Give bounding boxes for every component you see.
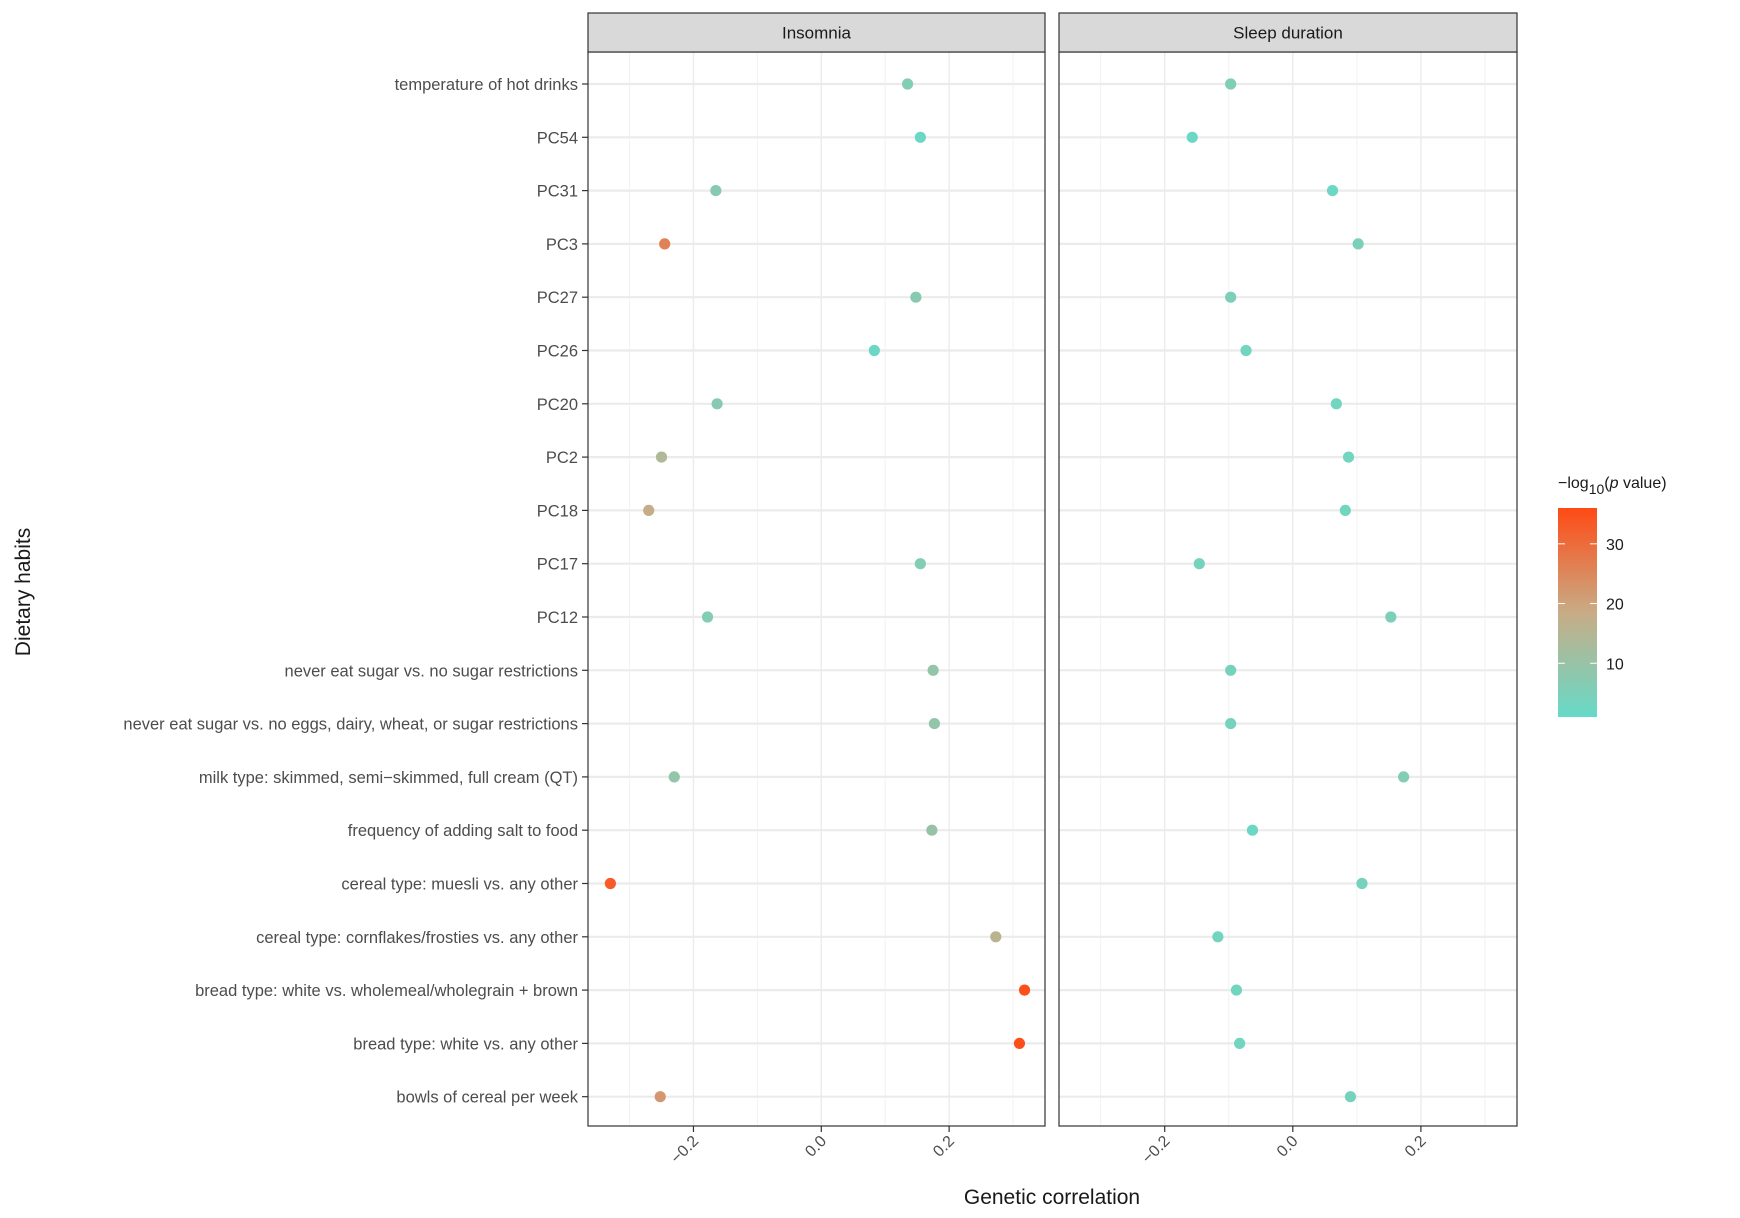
point-insomnia-pc2 [655,451,668,463]
x-axis-title: Genetic correlation [964,1186,1140,1209]
point-insomnia-pc20 [711,398,723,410]
point-sleep-duration-cereal-type-cornflakes-frosties-vs-any-other [1212,931,1224,943]
point-insomnia-bread-type-white-vs-any-other [1013,1037,1026,1049]
legend-tick-label: 10 [1606,656,1624,673]
panel-insomnia: Insomnia −0.2 0.0 0.2 [587,12,1046,1167]
legend-tick-label: 20 [1606,597,1624,614]
category-label-pc18: PC18 [537,502,578,520]
legend-title-rest: value) [1619,475,1667,492]
point-sleep-duration-pc12 [1385,611,1397,623]
point-sleep-duration-pc27 [1225,291,1237,303]
category-label-temperature-of-hot-drinks: temperature of hot drinks [395,76,578,94]
panels: Insomnia −0.2 0.0 0.2 Sleep duration −0.2 0.0 0… [587,12,1518,1167]
point-insomnia-temperature-of-hot-drinks [901,78,914,90]
legend-tick-label: 30 [1606,537,1624,554]
category-label-milk-type-skimmed-semi-skimmed-full-cream-qt: milk type: skimmed, semi−skimmed, full c… [199,769,578,787]
legend-title-subscript: 10 [1589,481,1605,497]
point-sleep-duration-never-eat-sugar-vs-no-eggs-dairy-wheat-or-sugar-restrictions [1225,718,1237,730]
legend-title-prefix: −log [1558,475,1589,492]
point-sleep-duration-pc2 [1342,451,1355,463]
category-label-pc31: PC31 [537,183,578,201]
category-label-cereal-type-muesli-vs-any-other: cereal type: muesli vs. any other [341,876,578,894]
point-insomnia-cereal-type-cornflakes-frosties-vs-any-other [990,931,1002,943]
category-label-pc26: PC26 [537,343,578,361]
panel-background [1059,52,1517,1126]
strip-label: Sleep duration [1233,24,1343,43]
category-label-bread-type-white-vs-wholemeal-wholegrain-brown: bread type: white vs. wholemeal/wholegra… [195,982,578,1000]
point-insomnia-cereal-type-muesli-vs-any-other [604,877,616,890]
category-label-cereal-type-cornflakes-frosties-vs-any-other: cereal type: cornflakes/frosties vs. any… [256,929,578,947]
point-sleep-duration-pc17 [1193,558,1205,570]
point-sleep-duration-pc54 [1186,131,1198,143]
category-label-pc3: PC3 [546,236,578,254]
point-sleep-duration-pc3 [1352,238,1364,250]
point-insomnia-pc27 [910,291,922,303]
point-sleep-duration-pc20 [1330,398,1342,410]
strip-background [1058,12,1518,53]
category-label-never-eat-sugar-vs-no-sugar-restrictions: never eat sugar vs. no sugar restriction… [285,662,578,680]
point-insomnia-pc12 [701,611,714,623]
point-insomnia-pc18 [643,504,655,516]
legend-title-open: ( [1604,475,1610,492]
point-insomnia-never-eat-sugar-vs-no-sugar-restrictions [927,664,939,676]
x-tick-label: 0.0 [802,1133,830,1161]
legend-ticks: 10 20 30 [1558,537,1624,673]
point-sleep-duration-bowls-of-cereal-per-week [1344,1091,1357,1103]
point-insomnia-pc3 [659,238,671,250]
category-label-pc27: PC27 [537,289,578,307]
point-sleep-duration-pc26 [1240,344,1252,357]
y-axis-title: Dietary habits [12,528,35,656]
category-labels: temperature of hot drinks PC54 PC31 PC3 PC27… [123,76,588,1107]
legend-title: −log10(p value) [1558,475,1667,497]
point-insomnia-bowls-of-cereal-per-week [654,1091,666,1103]
x-tick-label: −0.2 [668,1133,702,1167]
category-label-pc2: PC2 [546,449,578,467]
point-insomnia-pc54 [914,131,926,143]
category-label-pc12: PC12 [537,609,578,627]
category-label-pc54: PC54 [537,129,578,147]
strip-label: Insomnia [782,24,852,43]
point-sleep-duration-cereal-type-muesli-vs-any-other [1356,877,1368,890]
point-insomnia-pc26 [868,344,880,357]
category-label-pc20: PC20 [537,396,578,414]
x-tick-label: 0.0 [1274,1133,1302,1161]
panel-background [588,52,1045,1126]
point-sleep-duration-pc18 [1339,504,1351,516]
category-label-never-eat-sugar-vs-no-eggs-dairy-wheat-or-sugar-restrictions: never eat sugar vs. no eggs, dairy, whea… [123,716,578,734]
x-tick-label: 0.2 [1402,1133,1430,1161]
point-insomnia-milk-type-skimmed-semi-skimmed-full-cream-qt [668,771,680,783]
point-insomnia-bread-type-white-vs-wholemeal-wholegrain-brown [1018,984,1031,996]
point-sleep-duration-pc31 [1326,185,1339,197]
legend-colorbar [1558,508,1597,717]
point-insomnia-pc31 [710,185,722,197]
category-label-bowls-of-cereal-per-week: bowls of cereal per week [396,1089,578,1107]
legend-title-italic: p [1609,475,1619,492]
point-sleep-duration-frequency-of-adding-salt-to-food [1246,824,1259,836]
point-sleep-duration-temperature-of-hot-drinks [1225,78,1237,90]
category-label-bread-type-white-vs-any-other: bread type: white vs. any other [353,1035,578,1053]
x-tick-label: −0.2 [1139,1133,1173,1167]
strip-background [587,12,1046,53]
point-insomnia-pc17 [914,558,926,570]
point-sleep-duration-milk-type-skimmed-semi-skimmed-full-cream-qt [1398,771,1410,783]
category-label-frequency-of-adding-salt-to-food: frequency of adding salt to food [348,822,578,840]
point-sleep-duration-bread-type-white-vs-any-other [1234,1037,1246,1049]
point-insomnia-never-eat-sugar-vs-no-eggs-dairy-wheat-or-sugar-restrictions [928,718,941,730]
point-sleep-duration-never-eat-sugar-vs-no-sugar-restrictions [1225,664,1237,676]
category-label-pc17: PC17 [537,556,578,574]
panel-sleep-duration: Sleep duration −0.2 0.0 0.2 [1058,12,1518,1167]
point-insomnia-frequency-of-adding-salt-to-food [926,824,938,836]
point-sleep-duration-bread-type-white-vs-wholemeal-wholegrain-brown [1230,984,1243,996]
x-tick-label: 0.2 [930,1133,958,1161]
